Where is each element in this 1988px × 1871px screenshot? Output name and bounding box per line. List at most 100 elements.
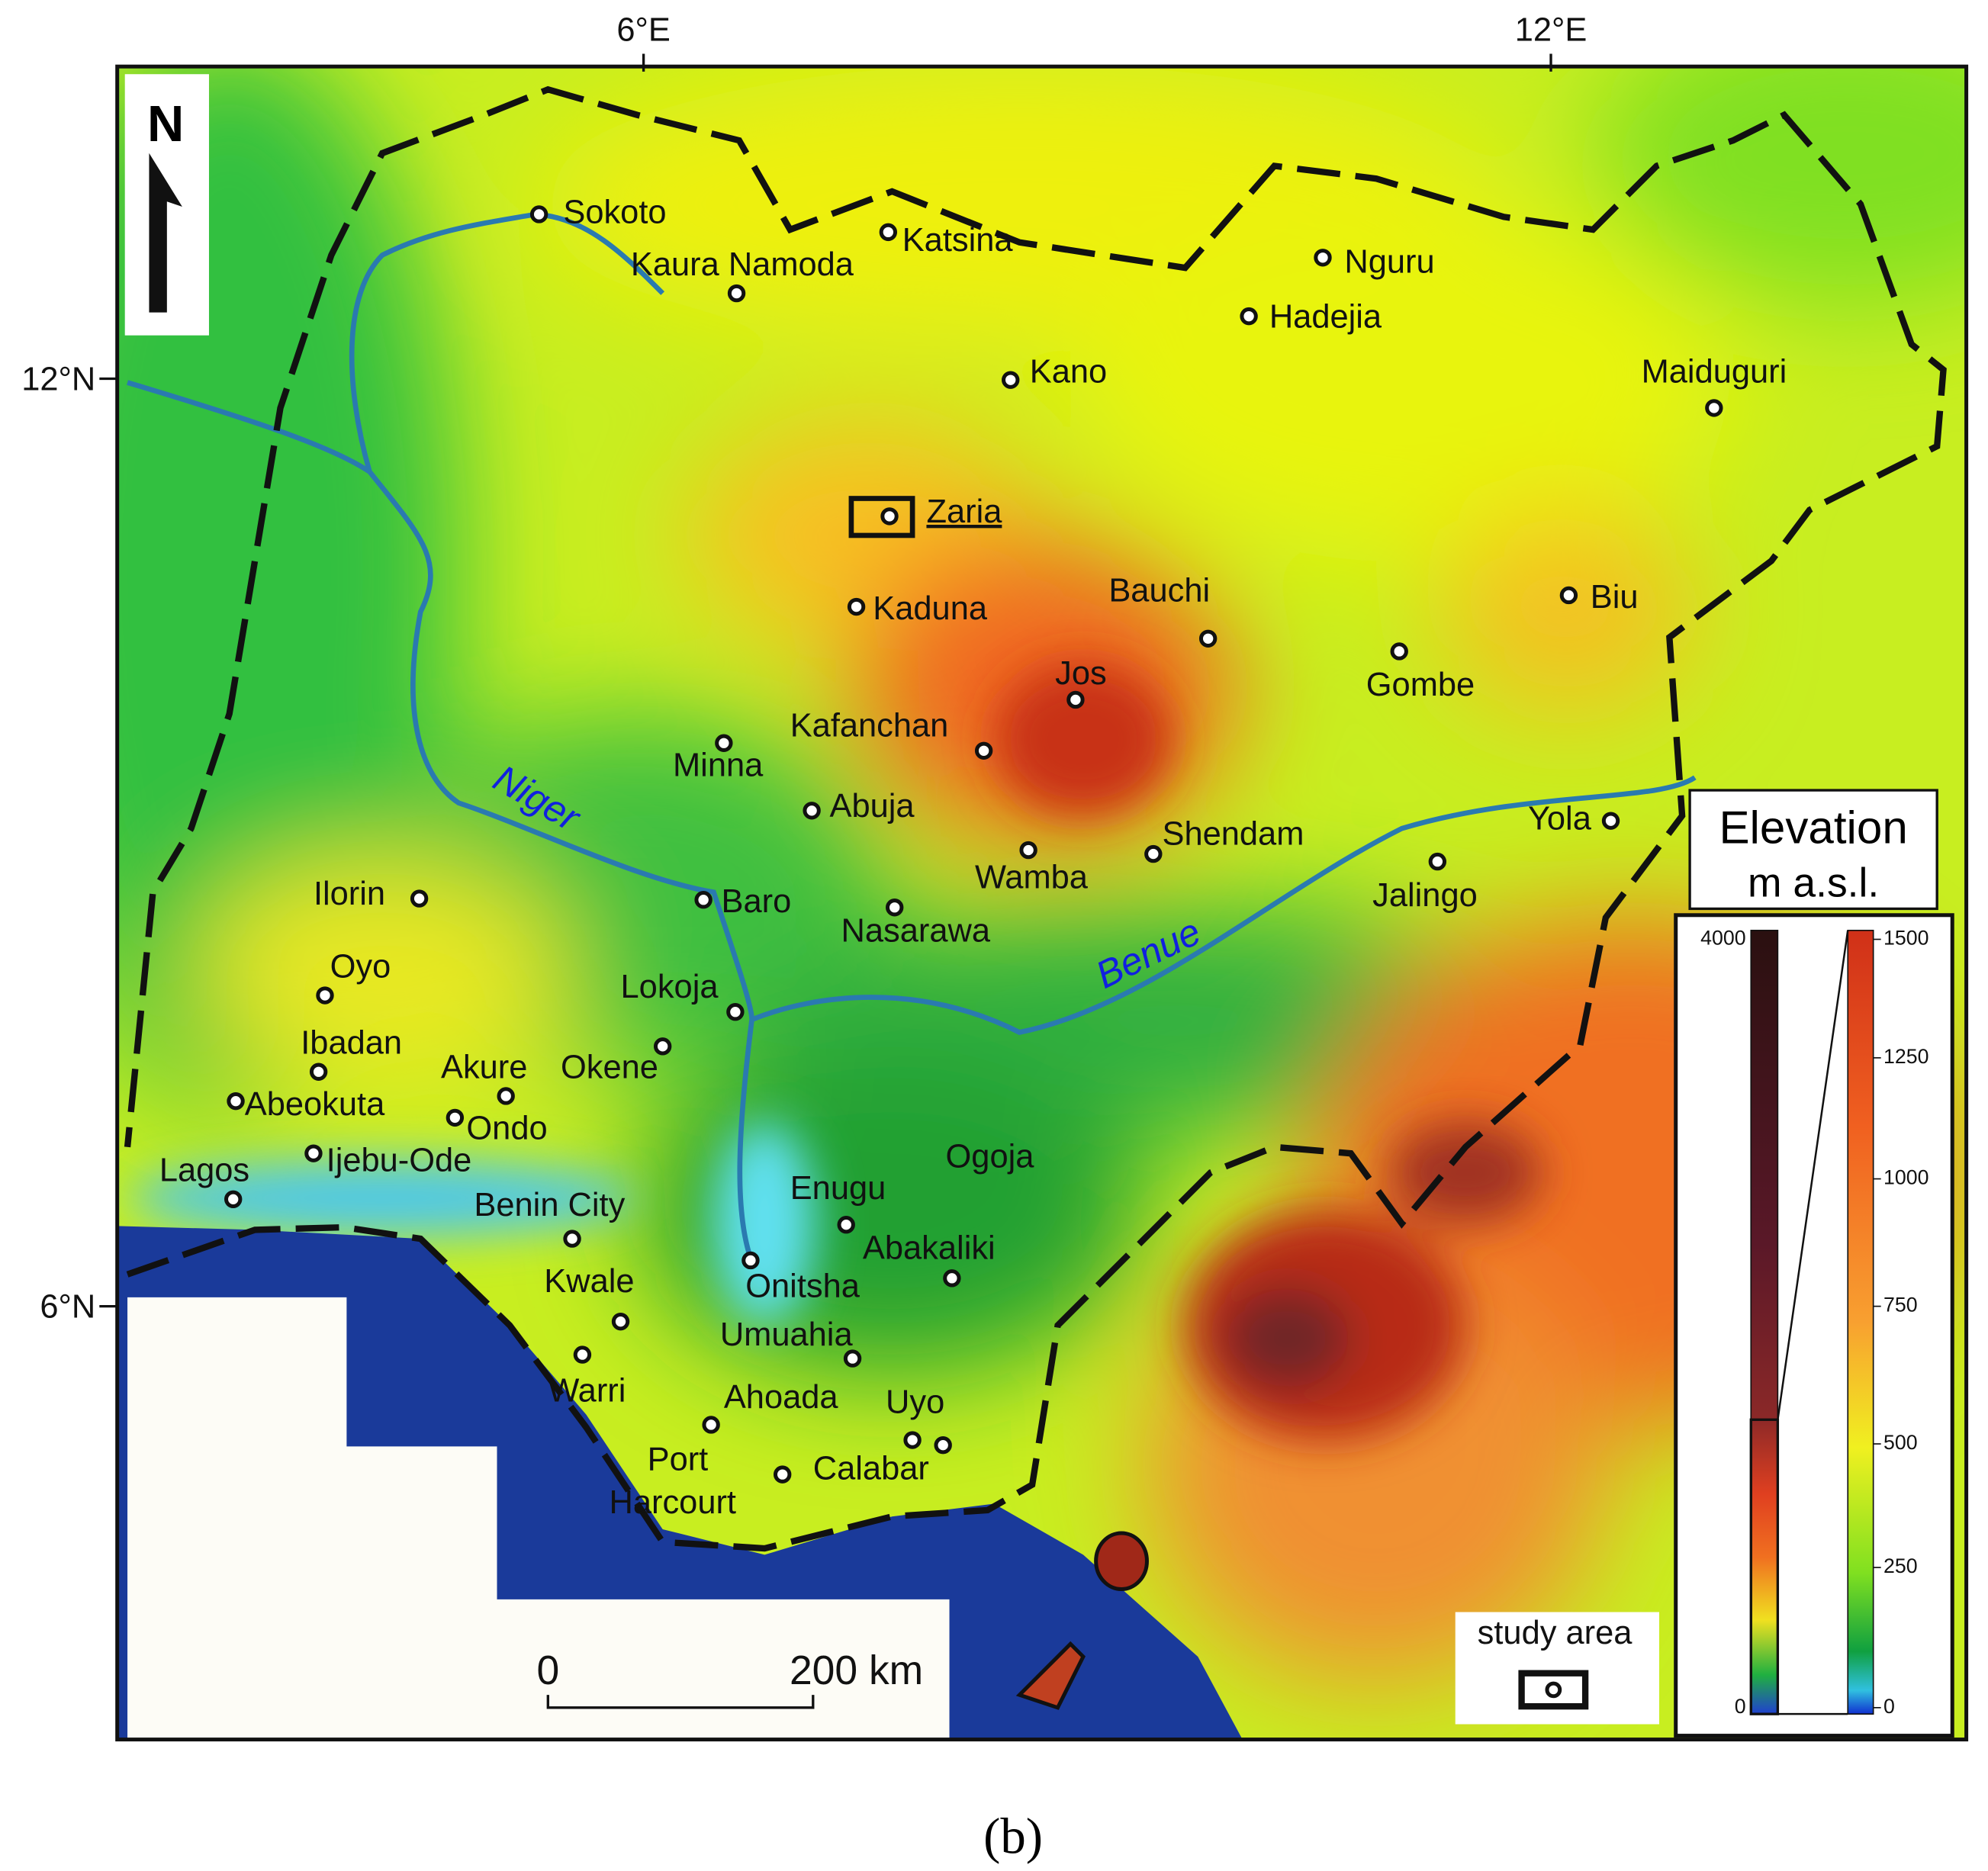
- city-label: Minna: [673, 747, 764, 783]
- city-label: Abakaliki: [863, 1230, 996, 1267]
- city-marker: [880, 507, 899, 526]
- legend-bar-full: [1750, 929, 1779, 1715]
- city-marker: [1002, 371, 1020, 389]
- city-label: Wamba: [975, 859, 1089, 895]
- city-marker: [497, 1087, 515, 1105]
- city-label: Sokoto: [563, 194, 666, 230]
- city-label: Nasarawa: [841, 913, 991, 950]
- city-marker: [934, 1436, 952, 1455]
- city-marker: [741, 1251, 760, 1270]
- city-marker: [943, 1269, 961, 1288]
- city-marker: [847, 597, 866, 616]
- city-marker: [1240, 307, 1258, 326]
- city-marker: [304, 1144, 323, 1162]
- city-marker: [316, 986, 334, 1005]
- city-marker: [529, 205, 548, 223]
- city-label-line: Harcourt: [610, 1485, 737, 1522]
- city-marker: [837, 1216, 855, 1234]
- city-label: Umuahia: [720, 1316, 854, 1353]
- city-marker: [1066, 690, 1085, 709]
- city-label: Baro: [722, 883, 792, 920]
- city-marker: [879, 223, 898, 242]
- city-label: Ibadan: [301, 1025, 402, 1062]
- city-marker: [1428, 852, 1447, 871]
- legend-title-box: [1688, 789, 1938, 911]
- legend-connector: [1777, 930, 1849, 1420]
- scale-start: 0: [536, 1648, 559, 1693]
- city-label: Ogoja: [946, 1138, 1035, 1175]
- lon-label: 12°E: [1515, 12, 1588, 49]
- city-label: Katsina: [902, 222, 1014, 259]
- city-marker: [1144, 844, 1163, 863]
- city-label: Kaura Namoda: [631, 246, 854, 283]
- city-marker: [224, 1190, 243, 1208]
- city-marker: [653, 1037, 672, 1056]
- city-marker: [1390, 642, 1408, 661]
- city-label: Shendam: [1163, 816, 1304, 853]
- legend-tick-label: 250: [1883, 1554, 1918, 1577]
- city-marker: [774, 1465, 792, 1484]
- city-label: Zaria: [926, 493, 1002, 530]
- city-marker: [573, 1345, 592, 1364]
- city-marker: [446, 1108, 465, 1127]
- city-label: Lokoja: [621, 969, 719, 1005]
- city-label: Warri: [548, 1373, 626, 1410]
- city-marker: [694, 891, 713, 909]
- north-label: N: [147, 96, 184, 153]
- legend-tick-label: 750: [1883, 1294, 1918, 1316]
- legend-panel: [1674, 913, 1954, 1738]
- city-label: Enugu: [790, 1170, 886, 1207]
- city-label: Jos: [1055, 655, 1107, 692]
- legend-tick-label: 1000: [1883, 1166, 1928, 1189]
- lat-label: 12°N: [21, 361, 95, 397]
- city-label: Kano: [1030, 353, 1107, 390]
- city-label: Bauchi: [1108, 573, 1210, 609]
- city-label: Uyo: [886, 1384, 944, 1421]
- legend-tick-label: 1500: [1883, 927, 1928, 950]
- city-label: Yola: [1528, 801, 1592, 837]
- legend-title: Elevation: [1719, 802, 1907, 853]
- caption: (b): [983, 1808, 1043, 1865]
- scale-end: 200 km: [790, 1648, 923, 1693]
- city-marker: [903, 1431, 922, 1449]
- city-marker: [611, 1312, 630, 1331]
- city-label: Akure: [441, 1049, 527, 1085]
- city-marker: [1705, 399, 1723, 417]
- city-marker: [309, 1062, 328, 1081]
- city-label: Ahoada: [724, 1379, 839, 1416]
- city-label: Calabar: [813, 1451, 929, 1487]
- city-label: Nguru: [1344, 244, 1434, 281]
- city-label: Jalingo: [1372, 877, 1478, 914]
- city-marker: [702, 1416, 720, 1434]
- city-label: Kwale: [544, 1263, 634, 1300]
- city-label: Benin City: [474, 1187, 625, 1223]
- city-label: Ijebu-Ode: [327, 1142, 472, 1178]
- city-label: Abeokuta: [245, 1086, 385, 1123]
- city-label: Kafanchan: [790, 708, 949, 744]
- lon-label: 6°E: [616, 12, 670, 49]
- study-area-icon: [1518, 1670, 1589, 1710]
- map-frame: [115, 64, 1969, 1742]
- legend-zoom-box: [1749, 1418, 1780, 1715]
- city-marker: [1198, 629, 1218, 648]
- legend-unit: m a.s.l.: [1748, 860, 1879, 905]
- legend-tick-label: 1250: [1883, 1045, 1928, 1068]
- city-label: Gombe: [1366, 667, 1475, 703]
- city-marker: [974, 741, 993, 760]
- legend-tick-label: 4000: [1700, 927, 1745, 950]
- legend-tick-label: 0: [1883, 1695, 1895, 1718]
- north-arrow: [149, 153, 182, 313]
- city-label: Ondo: [466, 1111, 547, 1147]
- city-marker: [227, 1091, 245, 1111]
- city-label: Lagos: [159, 1152, 249, 1189]
- city-label: Kaduna: [873, 590, 988, 627]
- city-marker: [715, 734, 733, 752]
- city-label-line: Port: [648, 1442, 709, 1478]
- lat-label: 6°N: [40, 1288, 95, 1325]
- city-label: Maiduguri: [1642, 353, 1787, 390]
- legend-tick-label: 0: [1735, 1695, 1746, 1718]
- city-label: Ilorin: [314, 876, 385, 912]
- city-label: Abuja: [830, 788, 915, 825]
- city-marker: [1019, 841, 1037, 860]
- city-marker: [803, 802, 821, 820]
